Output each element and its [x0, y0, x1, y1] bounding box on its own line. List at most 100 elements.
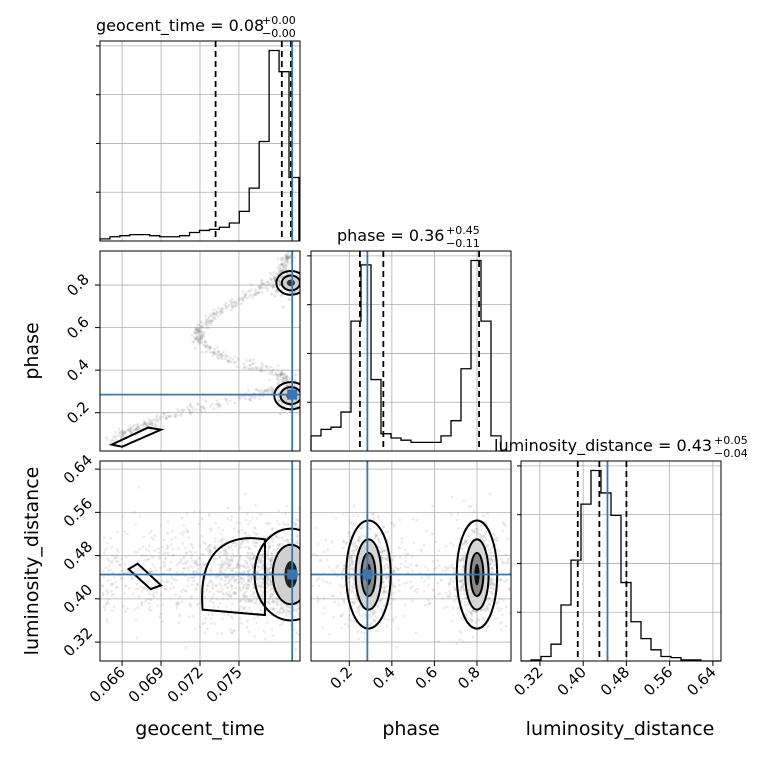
sample-point: [418, 571, 422, 574]
sample-point: [242, 366, 246, 370]
sample-point: [106, 578, 110, 582]
sample-point: [142, 535, 146, 539]
sample-point: [179, 412, 183, 416]
sample-point: [267, 369, 271, 373]
sample-point: [286, 523, 290, 526]
sample-point: [229, 631, 233, 634]
sample-point: [243, 606, 247, 609]
sample-point: [247, 569, 251, 573]
sample-point: [115, 559, 118, 563]
sample-point: [229, 608, 233, 612]
sample-point: [210, 613, 214, 616]
sample-point: [371, 512, 374, 516]
sample-point: [443, 565, 447, 569]
sample-point: [452, 580, 455, 583]
sample-point: [423, 579, 426, 583]
sample-point: [285, 608, 289, 612]
sample-point: [199, 320, 203, 324]
sample-point: [498, 621, 502, 625]
sample-point: [428, 601, 432, 605]
sample-point: [224, 355, 228, 358]
sample-point: [228, 299, 232, 303]
sample-point: [229, 308, 233, 312]
sample-point: [296, 603, 300, 607]
sample-point: [203, 596, 207, 599]
sample-point: [234, 586, 238, 590]
sample-point: [381, 589, 385, 593]
sample-point: [471, 635, 475, 639]
sample-point: [436, 592, 440, 596]
sample-point: [237, 398, 241, 402]
sample-point: [287, 605, 291, 609]
sample-point: [507, 557, 511, 561]
sample-point: [206, 344, 210, 348]
sample-point: [207, 552, 211, 555]
sample-point: [404, 555, 408, 559]
sample-point: [450, 495, 454, 499]
sample-point: [328, 581, 332, 585]
sample-point: [217, 606, 220, 609]
sample-point: [286, 376, 289, 379]
sample-point: [337, 602, 341, 606]
sample-point: [487, 548, 491, 552]
sample-point: [157, 551, 161, 555]
sample-point: [110, 545, 114, 549]
sample-point: [383, 585, 387, 589]
sample-point: [352, 620, 356, 623]
sample-point: [246, 551, 250, 555]
y-tick-label: 0.32: [60, 624, 96, 660]
sample-point: [341, 585, 345, 589]
sample-point: [222, 350, 225, 354]
sample-point: [149, 569, 153, 573]
sample-point: [187, 615, 191, 619]
sample-point: [174, 593, 178, 596]
sample-point: [220, 539, 224, 543]
sample-point: [261, 565, 264, 568]
sample-point: [136, 550, 139, 554]
sample-point: [120, 577, 124, 581]
sample-point: [479, 527, 483, 531]
sample-point: [259, 369, 263, 373]
sample-point: [151, 562, 155, 566]
sample-point: [164, 588, 167, 591]
sample-point: [504, 553, 507, 556]
sample-point: [216, 632, 219, 635]
sample-point: [203, 409, 207, 413]
sample-point: [378, 603, 381, 606]
sample-point: [455, 642, 459, 645]
sample-point: [325, 558, 329, 562]
sample-point: [284, 512, 287, 516]
sample-point: [423, 603, 427, 607]
sample-point: [293, 615, 297, 619]
sample-point: [495, 539, 499, 543]
sample-point: [257, 512, 261, 516]
sample-point: [194, 346, 197, 350]
sample-point: [465, 609, 469, 613]
sample-point: [146, 589, 149, 592]
sample-point: [268, 588, 272, 592]
sample-point: [236, 563, 240, 567]
sample-point: [231, 535, 235, 539]
sample-point: [484, 538, 487, 542]
sample-point: [347, 577, 351, 581]
sample-point: [253, 635, 257, 638]
sample-point: [241, 585, 245, 589]
sample-point: [284, 611, 288, 614]
sample-point: [232, 361, 236, 365]
sample-point: [189, 542, 193, 546]
sample-point: [280, 536, 284, 540]
sample-point: [119, 569, 123, 573]
sample-point: [288, 377, 292, 380]
sample-point: [190, 553, 194, 557]
sample-point: [217, 526, 221, 530]
sample-point: [208, 404, 212, 408]
sample-point: [226, 613, 230, 617]
sample-point: [166, 531, 170, 535]
sample-point: [277, 509, 280, 513]
sample-point: [459, 616, 463, 620]
sample-point: [142, 422, 146, 425]
sample-point: [244, 518, 248, 522]
sample-point: [372, 610, 376, 613]
sample-point: [230, 587, 234, 591]
sample-point: [133, 428, 137, 432]
